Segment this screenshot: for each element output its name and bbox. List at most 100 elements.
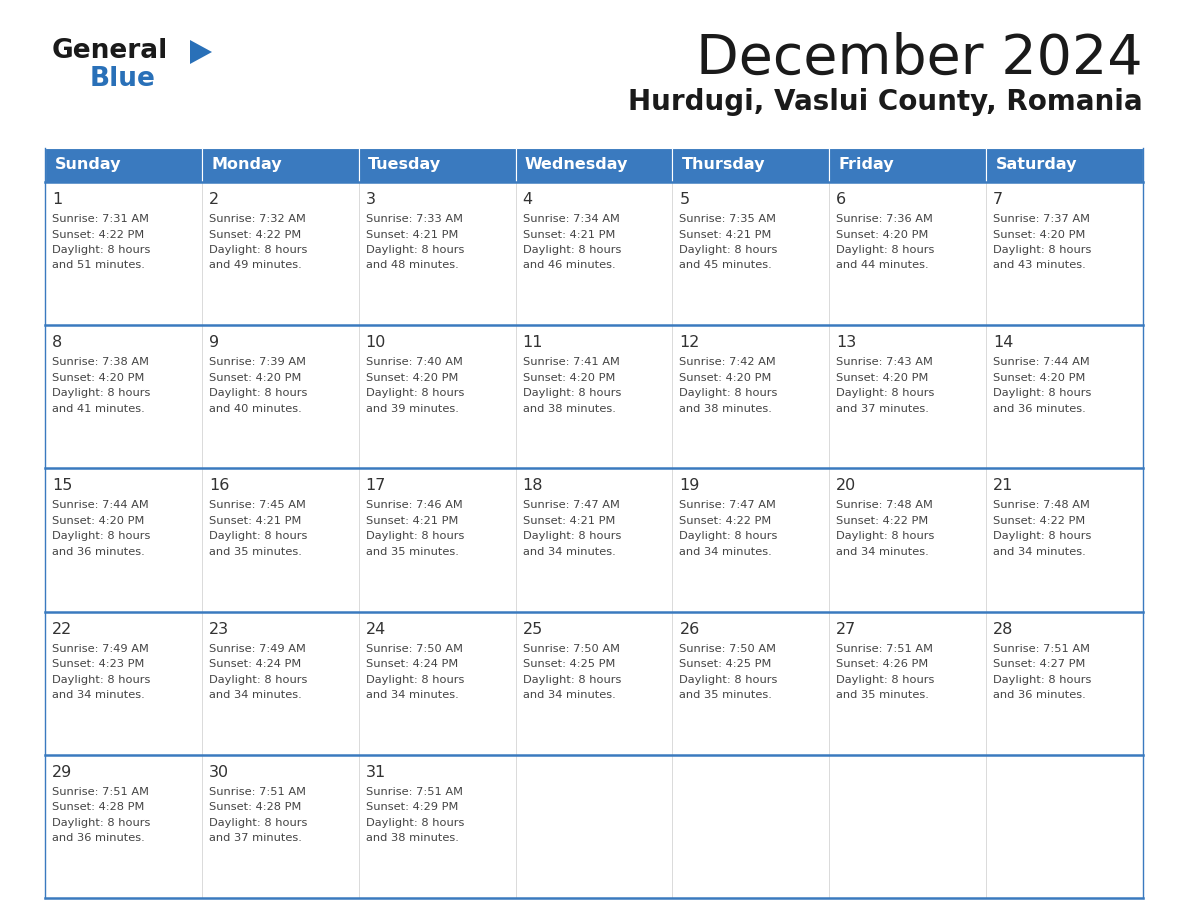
Text: and 49 minutes.: and 49 minutes. xyxy=(209,261,302,271)
Text: and 35 minutes.: and 35 minutes. xyxy=(836,690,929,700)
Text: Sunrise: 7:42 AM: Sunrise: 7:42 AM xyxy=(680,357,776,367)
Text: and 34 minutes.: and 34 minutes. xyxy=(680,547,772,557)
Bar xyxy=(516,611,672,755)
Bar xyxy=(672,182,829,325)
Text: Sunset: 4:20 PM: Sunset: 4:20 PM xyxy=(52,373,145,383)
Text: 31: 31 xyxy=(366,765,386,779)
Text: and 35 minutes.: and 35 minutes. xyxy=(209,547,302,557)
Bar xyxy=(359,611,516,755)
Bar xyxy=(829,611,986,755)
Bar xyxy=(45,611,202,755)
Text: Daylight: 8 hours: Daylight: 8 hours xyxy=(209,388,308,398)
Bar xyxy=(516,468,672,611)
Text: Daylight: 8 hours: Daylight: 8 hours xyxy=(52,388,151,398)
Text: Sunset: 4:21 PM: Sunset: 4:21 PM xyxy=(523,230,615,240)
Text: Sunrise: 7:46 AM: Sunrise: 7:46 AM xyxy=(366,500,462,510)
Text: Sunset: 4:24 PM: Sunset: 4:24 PM xyxy=(366,659,457,669)
Text: Sunset: 4:20 PM: Sunset: 4:20 PM xyxy=(836,230,929,240)
Text: Daylight: 8 hours: Daylight: 8 hours xyxy=(523,388,621,398)
Text: Sunrise: 7:50 AM: Sunrise: 7:50 AM xyxy=(366,644,462,654)
Text: Sunrise: 7:35 AM: Sunrise: 7:35 AM xyxy=(680,214,777,224)
Text: and 48 minutes.: and 48 minutes. xyxy=(366,261,459,271)
Text: and 34 minutes.: and 34 minutes. xyxy=(523,690,615,700)
Text: Sunset: 4:20 PM: Sunset: 4:20 PM xyxy=(523,373,615,383)
Bar xyxy=(359,148,516,182)
Text: Sunrise: 7:44 AM: Sunrise: 7:44 AM xyxy=(52,500,148,510)
Bar xyxy=(986,468,1143,611)
Text: Sunrise: 7:47 AM: Sunrise: 7:47 AM xyxy=(523,500,619,510)
Bar xyxy=(202,182,359,325)
Text: and 34 minutes.: and 34 minutes. xyxy=(52,690,145,700)
Text: 22: 22 xyxy=(52,621,72,636)
Text: and 35 minutes.: and 35 minutes. xyxy=(366,547,459,557)
Text: 16: 16 xyxy=(209,478,229,493)
Text: Sunrise: 7:47 AM: Sunrise: 7:47 AM xyxy=(680,500,776,510)
Bar xyxy=(829,755,986,898)
Text: Daylight: 8 hours: Daylight: 8 hours xyxy=(52,245,151,255)
Text: Daylight: 8 hours: Daylight: 8 hours xyxy=(993,388,1092,398)
Text: 21: 21 xyxy=(993,478,1013,493)
Bar xyxy=(45,325,202,468)
Text: Sunrise: 7:51 AM: Sunrise: 7:51 AM xyxy=(366,787,462,797)
Text: 12: 12 xyxy=(680,335,700,350)
Text: 11: 11 xyxy=(523,335,543,350)
Text: Daylight: 8 hours: Daylight: 8 hours xyxy=(52,818,151,828)
Bar xyxy=(202,148,359,182)
Text: Sunset: 4:25 PM: Sunset: 4:25 PM xyxy=(523,659,615,669)
Text: Daylight: 8 hours: Daylight: 8 hours xyxy=(836,245,935,255)
Bar xyxy=(986,611,1143,755)
Bar xyxy=(672,755,829,898)
Text: Sunset: 4:21 PM: Sunset: 4:21 PM xyxy=(366,516,459,526)
Text: Sunrise: 7:44 AM: Sunrise: 7:44 AM xyxy=(993,357,1089,367)
Text: and 51 minutes.: and 51 minutes. xyxy=(52,261,145,271)
Text: December 2024: December 2024 xyxy=(696,32,1143,86)
Bar xyxy=(359,182,516,325)
Text: Sunset: 4:22 PM: Sunset: 4:22 PM xyxy=(209,230,301,240)
Text: Daylight: 8 hours: Daylight: 8 hours xyxy=(993,675,1092,685)
Text: Daylight: 8 hours: Daylight: 8 hours xyxy=(523,675,621,685)
Text: Daylight: 8 hours: Daylight: 8 hours xyxy=(523,532,621,542)
Text: Sunset: 4:22 PM: Sunset: 4:22 PM xyxy=(52,230,144,240)
Text: Sunrise: 7:51 AM: Sunrise: 7:51 AM xyxy=(52,787,148,797)
Text: Sunrise: 7:49 AM: Sunrise: 7:49 AM xyxy=(52,644,148,654)
Bar xyxy=(359,325,516,468)
Text: and 36 minutes.: and 36 minutes. xyxy=(993,690,1086,700)
Text: Blue: Blue xyxy=(90,66,156,92)
Text: Sunrise: 7:41 AM: Sunrise: 7:41 AM xyxy=(523,357,619,367)
Text: Sunset: 4:20 PM: Sunset: 4:20 PM xyxy=(366,373,459,383)
Bar xyxy=(829,468,986,611)
Text: Daylight: 8 hours: Daylight: 8 hours xyxy=(209,675,308,685)
Text: Sunrise: 7:40 AM: Sunrise: 7:40 AM xyxy=(366,357,462,367)
Text: Monday: Monday xyxy=(211,158,282,173)
Text: Sunset: 4:29 PM: Sunset: 4:29 PM xyxy=(366,802,459,812)
Text: and 44 minutes.: and 44 minutes. xyxy=(836,261,929,271)
Text: Sunset: 4:24 PM: Sunset: 4:24 PM xyxy=(209,659,301,669)
Text: 8: 8 xyxy=(52,335,62,350)
Text: Sunset: 4:22 PM: Sunset: 4:22 PM xyxy=(993,516,1086,526)
Bar xyxy=(672,148,829,182)
Text: Sunrise: 7:36 AM: Sunrise: 7:36 AM xyxy=(836,214,933,224)
Text: Sunset: 4:21 PM: Sunset: 4:21 PM xyxy=(209,516,302,526)
Text: 20: 20 xyxy=(836,478,857,493)
Text: 13: 13 xyxy=(836,335,857,350)
Bar xyxy=(45,468,202,611)
Text: Sunset: 4:20 PM: Sunset: 4:20 PM xyxy=(993,373,1086,383)
Text: Sunset: 4:25 PM: Sunset: 4:25 PM xyxy=(680,659,772,669)
Text: Sunset: 4:28 PM: Sunset: 4:28 PM xyxy=(52,802,145,812)
Bar xyxy=(202,468,359,611)
Bar xyxy=(516,182,672,325)
Text: Daylight: 8 hours: Daylight: 8 hours xyxy=(366,675,465,685)
Text: 17: 17 xyxy=(366,478,386,493)
Text: Sunday: Sunday xyxy=(55,158,121,173)
Text: 5: 5 xyxy=(680,192,689,207)
Text: Friday: Friday xyxy=(839,158,895,173)
Polygon shape xyxy=(190,40,211,64)
Text: 25: 25 xyxy=(523,621,543,636)
Text: Daylight: 8 hours: Daylight: 8 hours xyxy=(209,532,308,542)
Text: Sunset: 4:21 PM: Sunset: 4:21 PM xyxy=(680,230,772,240)
Text: Sunrise: 7:37 AM: Sunrise: 7:37 AM xyxy=(993,214,1091,224)
Text: Sunrise: 7:51 AM: Sunrise: 7:51 AM xyxy=(836,644,934,654)
Text: Daylight: 8 hours: Daylight: 8 hours xyxy=(366,388,465,398)
Text: Sunset: 4:22 PM: Sunset: 4:22 PM xyxy=(836,516,929,526)
Bar xyxy=(829,182,986,325)
